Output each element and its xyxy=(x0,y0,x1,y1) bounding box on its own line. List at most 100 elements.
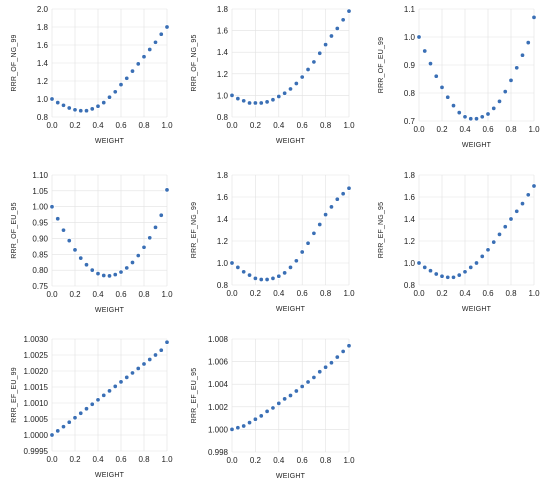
data-point xyxy=(334,196,341,202)
data-point xyxy=(141,244,147,251)
x-tick-label: 0.2 xyxy=(250,289,262,298)
data-point xyxy=(519,200,526,207)
y-tick-label: 1.0005 xyxy=(24,415,49,424)
data-point xyxy=(123,265,130,271)
data-point xyxy=(276,273,282,279)
data-point xyxy=(66,237,72,244)
subplot-5: 0.8 1.0 1.2 1.4 1.6 1.8 0.0 0.2 0.4 0.6 0.8 1.0 WEIG… xyxy=(191,171,355,313)
data-point xyxy=(427,267,434,274)
data-point xyxy=(456,272,463,278)
data-point xyxy=(246,272,253,278)
data-point xyxy=(334,25,341,32)
subplot-1: 0.8 1.0 1.2 1.4 1.6 1.8 2.0 0.0 0.2 0.4 0.6 0.8 1.0 W… xyxy=(11,5,173,145)
data-point xyxy=(502,88,509,95)
y-tick-label: 1.0 xyxy=(217,259,229,268)
x-tick-label: 0.2 xyxy=(69,121,81,130)
y-tick-label: 1.0 xyxy=(404,259,416,268)
data-point xyxy=(118,81,124,88)
y-tick-label: 1.2 xyxy=(37,77,49,86)
data-point xyxy=(146,356,153,363)
data-point xyxy=(340,348,346,355)
data-point xyxy=(508,216,514,222)
data-point xyxy=(299,249,305,255)
data-point xyxy=(270,405,276,411)
data-point xyxy=(479,114,486,120)
data-point xyxy=(445,94,451,100)
data-point xyxy=(123,75,130,82)
data-point xyxy=(287,86,294,92)
data-point xyxy=(146,46,153,53)
data-point xyxy=(346,185,352,191)
x-tick-label: 0.4 xyxy=(459,289,471,298)
y-tick-label: 2.0 xyxy=(37,5,49,14)
y-tick-label: 1.1 xyxy=(404,5,416,14)
data-point xyxy=(450,102,457,109)
x-tick-label: 0.2 xyxy=(436,125,448,134)
data-point xyxy=(252,100,259,106)
y-tick-label: 1.10 xyxy=(32,171,48,180)
x-axis-label: WEIGHT xyxy=(462,306,492,313)
y-tick-label: 1.6 xyxy=(217,27,229,36)
y-tick-label: 1.0025 xyxy=(24,351,49,360)
x-tick-label: 0.2 xyxy=(69,455,81,464)
data-point xyxy=(49,432,55,438)
data-point xyxy=(264,276,270,283)
x-tick-label: 0.8 xyxy=(320,289,332,298)
data-point xyxy=(462,269,468,275)
data-point xyxy=(525,39,532,46)
x-tick-label: 0.2 xyxy=(69,290,81,299)
data-point xyxy=(83,406,90,412)
x-tick-label: 0.8 xyxy=(320,121,332,130)
x-tick-label: 1.0 xyxy=(343,121,355,130)
x-tick-label: 1.0 xyxy=(161,290,173,299)
data-point xyxy=(270,96,276,103)
data-point xyxy=(240,269,247,275)
y-tick-label: 1.008 xyxy=(208,335,229,344)
y-tick-label: 0.75 xyxy=(32,282,48,291)
x-tick-label: 0.4 xyxy=(92,455,104,464)
x-axis-label: WEIGHT xyxy=(95,138,125,145)
subplot-6: 0.8 1.0 1.2 1.4 1.6 1.8 0.0 0.2 0.4 0.6 0.8 1.0 WEIG… xyxy=(378,171,540,313)
y-tick-label: 1.05 xyxy=(32,187,48,196)
data-point xyxy=(72,107,78,113)
y-axis-label: RRR_EF_NG_99 xyxy=(191,202,198,258)
y-tick-label: 0.8 xyxy=(217,113,229,122)
data-point xyxy=(346,343,352,349)
y-tick-label: 0.95 xyxy=(32,219,48,228)
data-point xyxy=(531,183,537,189)
x-tick-label: 0.4 xyxy=(459,125,471,134)
x-tick-label: 0.2 xyxy=(250,456,262,465)
y-tick-label: 1.8 xyxy=(404,171,416,180)
x-tick-label: 1.0 xyxy=(343,456,355,465)
data-point xyxy=(305,379,311,385)
data-point xyxy=(433,73,440,79)
x-tick-label: 0.6 xyxy=(297,289,309,298)
y-tick-label: 0.85 xyxy=(32,250,48,259)
data-point xyxy=(106,388,113,394)
x-tick-label: 0.2 xyxy=(250,121,262,130)
data-point xyxy=(129,370,136,376)
x-tick-label: 1.0 xyxy=(343,289,355,298)
y-tick-label: 1.000 xyxy=(208,425,229,434)
y-tick-label: 0.8 xyxy=(404,89,416,98)
data-point xyxy=(496,231,503,238)
data-point xyxy=(123,374,130,381)
x-tick-label: 0.6 xyxy=(297,456,309,465)
data-point xyxy=(293,258,300,264)
x-tick-label: 0.0 xyxy=(413,125,425,134)
subplot-8: 0.998 1.000 1.002 1.004 1.006 1.008 0.0 0.2 0.4 0… xyxy=(191,335,355,480)
x-tick-label: 0.8 xyxy=(138,121,150,130)
data-point xyxy=(322,364,329,371)
x-tick-label: 0.2 xyxy=(436,289,448,298)
data-point xyxy=(240,98,247,104)
data-point xyxy=(433,271,440,277)
data-point xyxy=(328,33,335,39)
data-point xyxy=(287,264,294,271)
data-point xyxy=(322,41,329,48)
y-tick-label: 1.2 xyxy=(404,237,416,246)
y-tick-label: 1.0 xyxy=(37,95,49,104)
data-point xyxy=(100,272,107,279)
data-point xyxy=(246,100,253,106)
x-tick-label: 1.0 xyxy=(161,455,173,464)
y-tick-label: 1.6 xyxy=(404,193,416,202)
